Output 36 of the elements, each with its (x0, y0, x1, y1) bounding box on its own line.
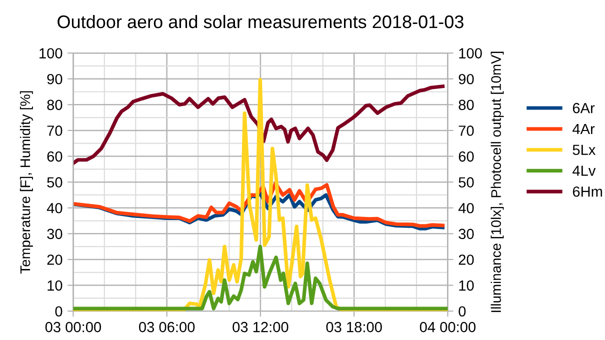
y-axis-title: Temperature [F], Humidity [%] (20, 91, 33, 274)
y-tick-label: 90 (47, 74, 62, 84)
y2-tick-label: 20 (458, 254, 474, 265)
y2-tick-label: 60 (458, 151, 474, 162)
y-tick-label: 0 (55, 306, 62, 317)
legend-label: 5Lx (572, 144, 596, 156)
y-tick-label: 60 (47, 151, 62, 162)
y-tick-label: 70 (47, 126, 62, 136)
y-tick-label: 10 (48, 280, 62, 291)
y2-tick-label: 70 (458, 126, 474, 136)
x-tick-label: 03 00:00 (45, 322, 102, 332)
y2-tick-label: 10 (459, 280, 474, 291)
y2-tick-label: 40 (458, 202, 474, 214)
y2-tick-label: 0 (458, 306, 466, 317)
x-tick-label: 03 18:00 (326, 322, 382, 332)
legend-label: 6Ar (572, 102, 595, 114)
chart-title: Outdoor aero and solar measurements 2018-01-03 (58, 14, 464, 28)
y2-tick-label: 90 (458, 74, 474, 84)
y-tick-label: 50 (47, 177, 62, 188)
y2-axis-title: Illuminance [10lx], Photocell output [10mV] (490, 52, 504, 312)
y-tick-label: 20 (47, 254, 62, 265)
y-tick-label: 80 (47, 100, 62, 110)
x-tick-label: 03 12:00 (232, 322, 288, 332)
y2-tick-label: 30 (458, 228, 474, 240)
y2-tick-label: 50 (458, 177, 474, 188)
y2-tick-label: 100 (459, 48, 482, 58)
y-tick-label: 30 (47, 228, 62, 240)
line-series (73, 84, 445, 166)
legend-label: 6Hm (572, 186, 602, 197)
legend-label: 4Lv (572, 166, 596, 176)
y2-tick-label: 80 (458, 100, 474, 110)
y-tick-label: 100 (40, 48, 62, 58)
y-tick-label: 40 (46, 202, 62, 214)
x-tick-label: 04 00:00 (420, 322, 476, 332)
legend-label: 4Ar (572, 124, 595, 134)
x-tick-label: 03 06:00 (139, 322, 195, 332)
